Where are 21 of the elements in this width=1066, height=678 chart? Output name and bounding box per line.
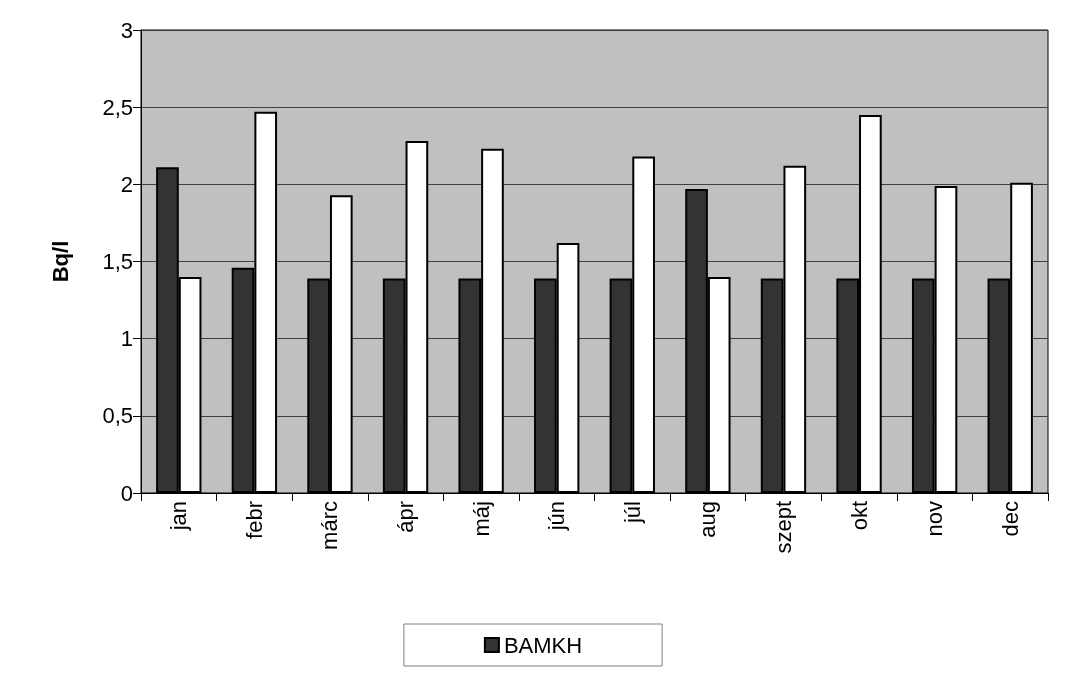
x-tick-label: márc [317,501,343,550]
y-tick-label: 0 [120,480,133,506]
x-tick-label: nov [922,501,948,537]
y-axis-title: Bq/l [47,240,73,283]
x-tick-label: jún [544,501,570,532]
x-tick-label: okt [846,501,872,531]
y-tick-label: 2 [120,171,133,197]
y-tick-label: 1,5 [102,249,133,274]
x-tick-label: febr [241,501,267,539]
x-tick-label: máj [468,501,494,537]
x-tick-label: dec [997,501,1023,537]
x-tick-label: ápr [393,501,419,533]
x-tick-label: jan [166,501,192,532]
x-tick-label: aug [695,501,721,538]
y-tick-label: 1 [120,326,133,352]
y-tick-label: 2,5 [102,94,133,120]
x-tick-label: szept [770,501,796,554]
x-tick-label: júl [619,501,645,525]
legend-label: BAMKH [503,632,583,658]
y-tick-label: 3 [120,17,133,43]
y-tick-label: 0,5 [102,403,133,429]
